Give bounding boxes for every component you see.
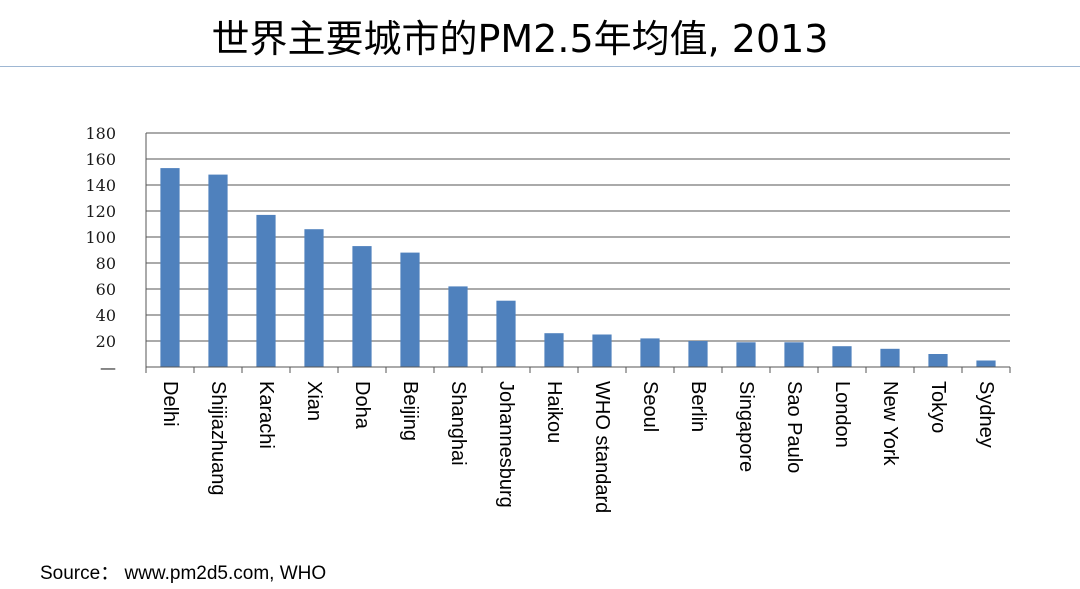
bar: [832, 346, 852, 367]
x-category-label: Sydney: [975, 381, 997, 448]
bar: [736, 342, 756, 367]
x-category-label: WHO standard: [591, 381, 613, 513]
x-category-label: Karachi: [255, 381, 277, 449]
x-category-label: Sao Paulo: [783, 381, 805, 473]
bar: [592, 334, 612, 367]
x-category-label: Shijiazhuang: [207, 381, 229, 496]
bar: [400, 252, 420, 367]
x-category-label: Haikou: [543, 381, 565, 443]
y-tick-label: 180: [85, 124, 116, 143]
x-category-label: Delhi: [159, 381, 181, 427]
y-tick-label: —: [100, 358, 116, 377]
x-category-label: Xian: [303, 381, 325, 421]
bar: [544, 333, 564, 367]
bar: [352, 246, 372, 367]
x-axis: Delhi Shijiazhuang Karachi Xian Doha Beijing S…: [145, 366, 1011, 513]
y-tick-label: 120: [85, 202, 116, 221]
x-category-label: Shanghai: [447, 381, 469, 466]
x-category-label: Singapore: [735, 381, 757, 472]
bar: [160, 168, 180, 367]
x-category-label: Seoul: [639, 381, 661, 432]
title-divider: [0, 66, 1080, 67]
bar: [688, 341, 708, 367]
bar: [640, 338, 660, 367]
x-category-label: New York: [879, 381, 901, 466]
bar: [928, 354, 948, 367]
y-tick-label: 60: [96, 280, 116, 299]
bar: [304, 229, 324, 367]
bar: [880, 348, 900, 367]
bar: [448, 286, 468, 367]
x-category-label: Berlin: [687, 381, 709, 432]
bar: [208, 174, 228, 367]
x-category-label: Johannesburg: [495, 381, 517, 508]
x-category-label: London: [831, 381, 853, 448]
source-note: Source： www.pm2d5.com, WHO: [40, 563, 327, 584]
y-tick-label: 20: [96, 332, 116, 351]
bar: [496, 300, 516, 367]
bar: [256, 214, 276, 367]
x-category-label: Tokyo: [927, 381, 949, 433]
x-category-label: Beijing: [399, 381, 421, 441]
bars: [160, 168, 996, 367]
y-tick-label: 40: [96, 306, 116, 325]
slide-title: 世界主要城市的PM2.5年均值, 2013: [211, 17, 829, 61]
x-category-label: Doha: [351, 381, 373, 430]
gridlines: [146, 132, 1010, 342]
y-tick-label: 100: [85, 228, 116, 247]
y-tick-label: 160: [85, 150, 116, 169]
bar: [784, 342, 804, 367]
y-tick-label: 80: [96, 254, 116, 273]
bar: [976, 360, 996, 367]
y-tick-label: 140: [85, 176, 116, 195]
y-axis: — 20 40 60 80 100 120 140 160 180: [85, 124, 147, 377]
